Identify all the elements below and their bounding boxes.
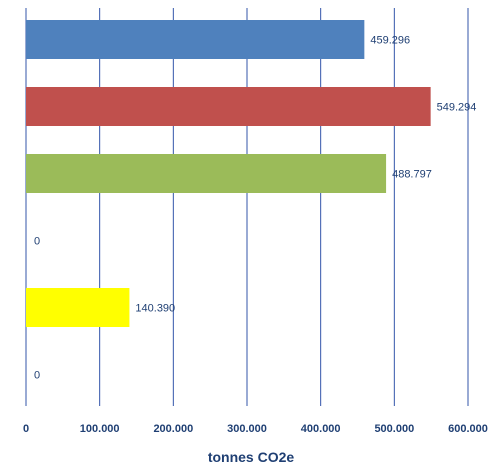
data-label-0: 459.296 xyxy=(370,35,410,47)
x-tick-label-3: 300.000 xyxy=(227,423,267,435)
data-label-2: 488.797 xyxy=(392,169,432,181)
data-label-4: 140.390 xyxy=(135,303,175,315)
bar-4 xyxy=(26,288,130,327)
data-label-3: 0 xyxy=(34,236,40,248)
x-tick-label-5: 500.000 xyxy=(374,423,414,435)
x-tick-label-6: 600.000 xyxy=(448,423,488,435)
bar-1 xyxy=(26,87,431,126)
data-label-5: 0 xyxy=(34,370,40,382)
x-tick-label-1: 100.000 xyxy=(80,423,120,435)
x-tick-label-2: 200.000 xyxy=(153,423,193,435)
data-label-1: 549.294 xyxy=(437,102,477,114)
x-tick-label-0: 0 xyxy=(23,423,29,435)
x-axis-ticks: 0 100.000 200.000 300.000 400.000 500.000 600.… xyxy=(23,423,488,435)
data-labels: 459.296 549.294 488.797 0 140.390 0 xyxy=(34,35,476,382)
x-axis-title: tonnes CO2e xyxy=(208,449,295,465)
gridlines xyxy=(25,8,469,406)
bar-2 xyxy=(26,154,387,193)
x-tick-label-4: 400.000 xyxy=(301,423,341,435)
bars xyxy=(26,20,431,327)
bar-0 xyxy=(26,20,365,59)
